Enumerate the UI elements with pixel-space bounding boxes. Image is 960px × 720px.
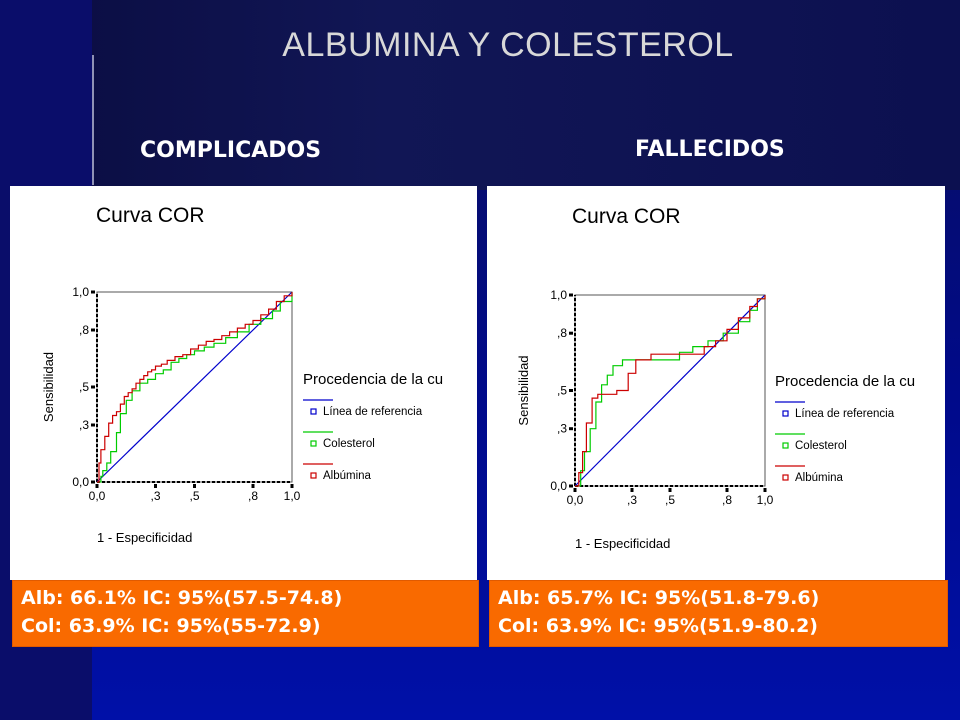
chart-title: Curva COR xyxy=(96,204,205,227)
legend-entry: Línea de referencia xyxy=(323,406,423,418)
y-tick-label: 1,0 xyxy=(550,288,567,302)
series-line-albumina xyxy=(575,295,766,487)
x-tick-mark xyxy=(725,488,729,492)
y-tick-label: ,8 xyxy=(557,326,567,340)
stat-albumina: Alb: 66.1% IC: 95%(57.5-74.8) xyxy=(21,587,343,609)
legend-marker xyxy=(782,474,789,481)
x-tick-mark xyxy=(290,484,294,488)
y-tick-mark xyxy=(569,293,573,297)
legend-title: Procedencia de la cu xyxy=(775,373,915,390)
y-tick-mark xyxy=(569,331,573,335)
x-tick-mark xyxy=(763,488,767,492)
y-tick-label: ,3 xyxy=(79,418,89,432)
x-tick-mark xyxy=(668,488,672,492)
legend-title: Procedencia de la cu xyxy=(303,371,443,388)
legend-marker xyxy=(310,408,317,415)
x-axis-label: 1 - Especificidad xyxy=(97,530,192,545)
y-tick-label: ,5 xyxy=(79,380,89,394)
x-tick-mark xyxy=(95,484,99,488)
legend-marker xyxy=(782,410,789,417)
x-tick-label: ,3 xyxy=(627,493,637,507)
legend-entry: Albúmina xyxy=(323,470,372,482)
legend-marker xyxy=(310,440,317,447)
x-tick-mark xyxy=(573,488,577,492)
y-tick-mark xyxy=(91,328,95,332)
slide-title: ALBUMINA Y COLESTEROL xyxy=(282,26,734,64)
y-tick-mark xyxy=(91,423,95,427)
x-tick-label: ,8 xyxy=(248,489,258,503)
x-tick-mark xyxy=(251,484,255,488)
x-tick-label: 0,0 xyxy=(89,489,106,503)
legend-entry: Albúmina xyxy=(795,472,844,484)
x-tick-label: ,5 xyxy=(189,489,199,503)
header-background xyxy=(0,0,960,190)
y-tick-mark xyxy=(91,385,95,389)
series-line-referencia xyxy=(574,294,766,487)
stat-colesterol: Col: 63.9% IC: 95%(55-72.9) xyxy=(21,615,321,637)
y-tick-mark xyxy=(569,484,573,488)
y-tick-mark xyxy=(569,389,573,392)
stat-albumina: Alb: 65.7% IC: 95%(51.8-79.6) xyxy=(498,587,820,609)
y-tick-label: ,8 xyxy=(79,323,89,337)
y-tick-mark xyxy=(91,290,95,294)
roc-chart-complicados: Curva COR 0,00,0 ,3 ,3 ,5 ,5 ,8 ,8 1,0 1,0 1 - Esp… xyxy=(41,204,443,545)
legend-entry: Colesterol xyxy=(323,438,375,450)
x-tick-label: ,3 xyxy=(150,489,160,503)
y-tick-mark xyxy=(91,480,95,484)
stat-colesterol: Col: 63.9% IC: 95%(51.9-80.2) xyxy=(498,615,818,637)
heading-fallecidos: FALLECIDOS xyxy=(635,137,785,162)
chart-panel-fallecidos: Curva COR 0,0 0,0 ,3 ,3 ,5 ,5 ,8 ,8 1,0 1,0 1 - Esp… xyxy=(487,186,945,580)
series-line-referencia xyxy=(96,291,293,483)
legend-marker xyxy=(782,442,789,449)
y-tick-label: ,5 xyxy=(557,384,567,398)
roc-chart-fallecidos: Curva COR 0,00,0 ,3 ,3 ,5 ,5 ,8 ,8 1,0 1,0 1 - Esp… xyxy=(516,205,915,551)
y-tick-mark xyxy=(569,427,573,431)
stats-box-complicados: Alb: 66.1% IC: 95%(57.5-74.8) Col: 63.9%… xyxy=(12,580,479,647)
y-axis-label: Sensibilidad xyxy=(516,355,531,425)
y-axis-label: Sensibilidad xyxy=(41,352,56,422)
chart-title: Curva COR xyxy=(572,205,681,228)
x-tick-label: 0,0 xyxy=(567,493,584,507)
series-line-colesterol xyxy=(97,292,293,483)
x-tick-mark xyxy=(630,488,634,492)
heading-complicados: COMPLICADOS xyxy=(140,138,322,163)
y-tick-label: 0,0 xyxy=(72,475,89,489)
y-tick-label: 0,0 xyxy=(550,479,567,493)
x-tick-mark xyxy=(193,484,196,488)
y-tick-label: 1,0 xyxy=(72,285,89,299)
x-tick-label: ,8 xyxy=(722,493,732,507)
y-tick-label: ,3 xyxy=(557,422,567,436)
legend-entry: Línea de referencia xyxy=(795,408,895,420)
x-tick-mark xyxy=(154,484,157,488)
legend-marker xyxy=(310,472,317,479)
x-tick-label: ,5 xyxy=(665,493,675,507)
chart-panel-complicados: Curva COR 0,0 0,0 ,3 ,3 ,5 ,5 ,8 ,8 1,0 1,0 1 - Esp… xyxy=(10,186,477,580)
stats-box-fallecidos: Alb: 65.7% IC: 95%(51.8-79.6) Col: 63.9%… xyxy=(489,580,948,647)
x-axis-label: 1 - Especificidad xyxy=(575,536,670,551)
x-tick-label: 1,0 xyxy=(284,489,301,503)
series-line-albumina xyxy=(97,292,293,483)
decorative-divider xyxy=(92,55,94,185)
x-tick-label: 1,0 xyxy=(757,493,774,507)
legend-entry: Colesterol xyxy=(795,440,847,452)
